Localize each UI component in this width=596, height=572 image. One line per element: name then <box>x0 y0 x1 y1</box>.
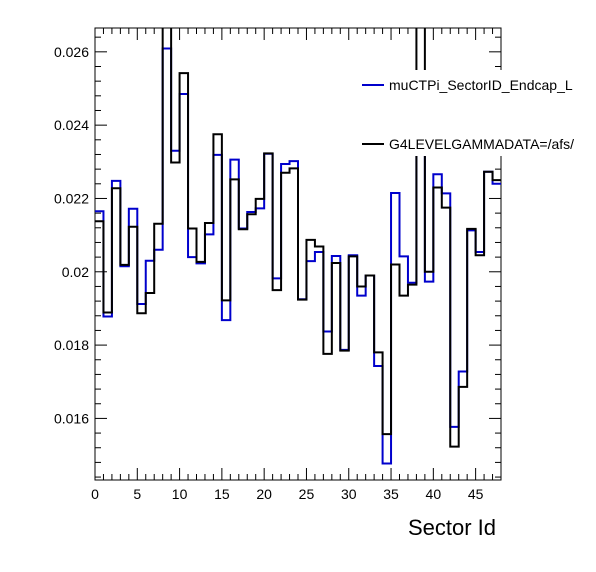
series-step-line <box>95 28 501 448</box>
y-tick-label: 0.024 <box>54 117 89 133</box>
x-tick-label: 25 <box>299 486 315 502</box>
legend-label: muCTPi_SectorID_Endcap_L <box>389 77 573 93</box>
x-tick-label: 5 <box>133 486 141 502</box>
y-tick-label: 0.018 <box>54 337 89 353</box>
series-black <box>95 28 501 448</box>
x-tick-label: 45 <box>468 486 484 502</box>
x-tick-label: 35 <box>383 486 399 502</box>
y-tick-label: 0.016 <box>54 410 89 426</box>
x-tick-label: 30 <box>341 486 357 502</box>
x-tick-label: 10 <box>172 486 188 502</box>
legend-box <box>358 70 596 156</box>
legend: muCTPi_SectorID_Endcap_L G4LEVELGAMMADATA… <box>358 70 596 156</box>
x-axis-title: Sector Id <box>408 515 496 540</box>
x-tick-label: 0 <box>91 486 99 502</box>
x-tick-label: 40 <box>426 486 442 502</box>
axis-ticks: 0 5 10 15 20 25 30 35 40 45 0.016 0.018 0.02 0.022 0.0… <box>54 28 502 502</box>
x-tick-label: 15 <box>214 486 230 502</box>
y-tick-label: 0.026 <box>54 44 89 60</box>
legend-label: G4LEVELGAMMADATA=/afs/ <box>389 136 574 152</box>
x-tick-label: 20 <box>256 486 272 502</box>
series-layer <box>95 28 501 465</box>
y-tick-label: 0.022 <box>54 190 89 206</box>
y-tick-label: 0.02 <box>62 264 89 280</box>
